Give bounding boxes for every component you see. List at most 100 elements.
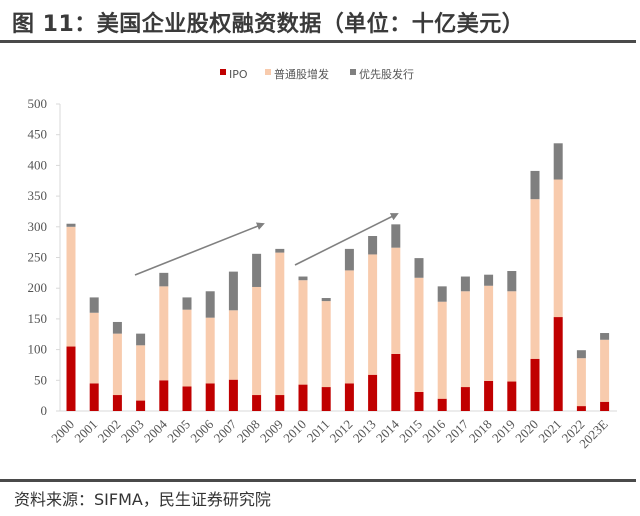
y-tick-label: 500 — [28, 96, 48, 111]
bar-ipo-2007 — [228, 379, 238, 411]
x-tick-label: 2018 — [466, 417, 495, 446]
y-tick-label: 300 — [28, 219, 48, 234]
bar-common-2023E — [600, 339, 610, 402]
bar-ipo-2006 — [205, 383, 215, 411]
bar-common-2019 — [507, 291, 517, 382]
x-tick-label: 2003 — [118, 417, 147, 446]
bar-preferred-2012 — [344, 248, 354, 271]
bar-ipo-2017 — [460, 387, 470, 411]
bar-preferred-2011 — [321, 298, 331, 302]
x-tick-label: 2016 — [419, 416, 448, 445]
bar-common-2017 — [460, 291, 470, 388]
trend-arrow-1 — [134, 222, 265, 276]
bar-ipo-2013 — [368, 374, 378, 411]
bar-common-2009 — [275, 252, 285, 396]
bar-ipo-2018 — [484, 380, 494, 411]
legend-label-ipo: IPO — [229, 68, 248, 81]
footer-divider — [0, 479, 636, 482]
bar-preferred-2014 — [391, 224, 401, 248]
bar-common-2002 — [112, 333, 122, 396]
bar-preferred-2003 — [136, 333, 146, 346]
trend-arrow-2 — [294, 213, 399, 266]
y-tick-label: 100 — [28, 342, 48, 357]
bar-ipo-2000 — [66, 346, 76, 411]
bar-ipo-2019 — [507, 381, 517, 411]
y-tick-label: 450 — [28, 127, 48, 142]
bar-preferred-2009 — [275, 248, 285, 253]
title-divider — [0, 40, 636, 43]
bar-preferred-2017 — [460, 276, 470, 292]
bar-ipo-2003 — [136, 400, 146, 411]
legend-swatch-preferred — [350, 69, 356, 75]
bar-preferred-2018 — [484, 274, 494, 286]
bar-ipo-2001 — [89, 383, 99, 411]
x-tick-label: 2014 — [373, 416, 402, 445]
x-tick-label: 2004 — [141, 416, 170, 445]
y-tick-label: 150 — [28, 311, 48, 326]
bar-preferred-2015 — [414, 258, 424, 278]
y-tick-label: 0 — [41, 403, 48, 418]
x-tick-label: 2012 — [327, 417, 356, 446]
bar-preferred-2020 — [530, 170, 540, 200]
bar-common-2014 — [391, 247, 401, 354]
bar-preferred-2000 — [66, 223, 76, 227]
bar-preferred-2010 — [298, 276, 308, 281]
x-tick-label: 2010 — [280, 417, 309, 446]
legend-swatch-common — [265, 69, 271, 75]
bar-preferred-2001 — [89, 297, 99, 313]
bar-common-2004 — [159, 286, 169, 381]
bar-ipo-2002 — [112, 395, 122, 411]
x-tick-label: 2021 — [535, 417, 564, 446]
bar-ipo-2012 — [344, 383, 354, 411]
bar-common-2015 — [414, 277, 424, 392]
bar-ipo-2020 — [530, 358, 540, 411]
bar-common-2007 — [228, 310, 238, 380]
bar-ipo-2009 — [275, 395, 285, 411]
bar-preferred-2007 — [228, 271, 238, 311]
bar-common-2016 — [437, 301, 447, 399]
bar-common-2010 — [298, 280, 308, 385]
x-tick-label: 2019 — [489, 417, 518, 446]
x-tick-label: 2000 — [48, 417, 77, 446]
x-tick-label: 2011 — [304, 417, 333, 446]
x-tick-label: 2007 — [211, 416, 240, 445]
bar-common-2013 — [368, 254, 378, 375]
bar-ipo-2014 — [391, 353, 401, 411]
bar-ipo-2011 — [321, 387, 331, 411]
bar-preferred-2013 — [368, 236, 378, 255]
bar-ipo-2022 — [576, 406, 586, 411]
bar-preferred-2004 — [159, 272, 169, 287]
x-tick-label: 2008 — [234, 417, 263, 446]
bar-ipo-2004 — [159, 380, 169, 411]
legend-label-preferred: 优先股发行 — [359, 67, 414, 81]
legend-label-common: 普通股增发 — [274, 67, 329, 81]
y-tick-label: 250 — [28, 250, 48, 265]
y-tick-label: 400 — [28, 157, 48, 172]
y-tick-label: 350 — [28, 188, 48, 203]
x-tick-label: 2002 — [95, 417, 124, 446]
bar-common-2003 — [136, 345, 146, 401]
bar-common-2021 — [553, 179, 563, 318]
bar-ipo-2016 — [437, 398, 447, 411]
x-tick-label: 2005 — [164, 417, 193, 446]
x-tick-label: 2020 — [512, 417, 541, 446]
x-tick-label: 2017 — [443, 416, 472, 445]
x-tick-label: 2001 — [71, 417, 100, 446]
bar-ipo-2005 — [182, 386, 192, 411]
bar-common-2005 — [182, 309, 192, 387]
bar-common-2022 — [576, 358, 586, 407]
bar-preferred-2021 — [553, 143, 563, 180]
bar-common-2008 — [252, 286, 262, 396]
figure-title: 图 11：美国企业股权融资数据（单位：十亿美元） — [12, 12, 525, 37]
bar-ipo-2015 — [414, 391, 424, 411]
source-note: 资料来源：SIFMA，民生证券研究院 — [14, 490, 271, 509]
bar-preferred-2023E — [600, 333, 610, 340]
bar-ipo-2023E — [600, 401, 610, 411]
bar-preferred-2005 — [182, 297, 192, 310]
bar-common-2006 — [205, 317, 215, 384]
bar-common-2012 — [344, 270, 354, 384]
x-tick-label: 2015 — [396, 417, 425, 446]
x-tick-label: 2006 — [187, 416, 216, 445]
bar-preferred-2019 — [507, 271, 517, 292]
